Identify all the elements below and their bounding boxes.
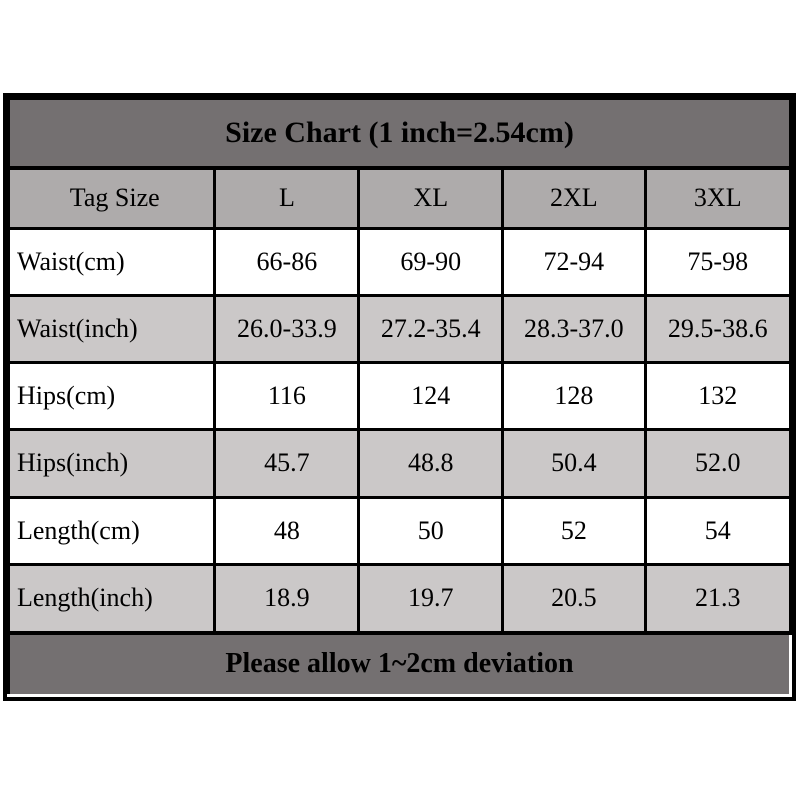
cell-hips-inch-xl: 48.8 <box>357 428 505 499</box>
cell-waist-inch-xl: 27.2-35.4 <box>357 293 505 365</box>
footer-row: Please allow 1~2cm deviation <box>7 630 792 697</box>
cell-hips-cm-l: 116 <box>213 360 361 432</box>
cell-waist-cm-l: 66-86 <box>213 226 361 297</box>
cell-hips-cm-xl: 124 <box>357 360 505 432</box>
cell-length-inch-l: 18.9 <box>213 562 361 635</box>
column-header-size-l: L <box>213 166 361 230</box>
cell-length-inch-2xl: 20.5 <box>501 562 647 635</box>
table-row-length-cm: Length(cm) 48 50 52 54 <box>6 495 793 566</box>
row-label-waist-cm: Waist(cm) <box>6 226 217 297</box>
cell-hips-inch-l: 45.7 <box>213 428 361 499</box>
cell-length-cm-l: 48 <box>213 495 361 566</box>
row-label-length-inch: Length(inch) <box>6 562 217 635</box>
column-header-size-2xl: 2XL <box>501 166 647 230</box>
cell-waist-inch-l: 26.0-33.9 <box>213 293 361 365</box>
cell-waist-cm-3xl: 75-98 <box>643 226 793 297</box>
size-chart-grid: Size Chart (1 inch=2.54cm) Tag Size L XL… <box>6 97 793 697</box>
title-row: Size Chart (1 inch=2.54cm) <box>7 97 792 170</box>
cell-length-inch-3xl: 21.3 <box>643 562 793 635</box>
row-label-hips-inch: Hips(inch) <box>6 428 217 499</box>
cell-hips-cm-3xl: 132 <box>643 360 793 432</box>
cell-hips-inch-3xl: 52.0 <box>643 428 793 499</box>
table-row-waist-cm: Waist(cm) 66-86 69-90 72-94 75-98 <box>6 226 793 297</box>
cell-hips-inch-2xl: 50.4 <box>501 428 647 499</box>
cell-waist-cm-2xl: 72-94 <box>501 226 647 297</box>
cell-waist-inch-3xl: 29.5-38.6 <box>643 293 793 365</box>
row-label-waist-inch: Waist(inch) <box>6 293 217 365</box>
column-header-size-3xl: 3XL <box>643 166 793 230</box>
cell-length-cm-3xl: 54 <box>643 495 793 566</box>
table-row-hips-inch: Hips(inch) 45.7 48.8 50.4 52.0 <box>6 428 793 499</box>
column-header-size-xl: XL <box>357 166 505 230</box>
cell-length-cm-xl: 50 <box>357 495 505 566</box>
column-header-tag-size: Tag Size <box>6 166 217 230</box>
size-chart-table: Size Chart (1 inch=2.54cm) Tag Size L XL… <box>3 93 796 701</box>
row-label-hips-cm: Hips(cm) <box>6 360 217 432</box>
row-label-length-cm: Length(cm) <box>6 495 217 566</box>
table-row-hips-cm: Hips(cm) 116 124 128 132 <box>6 360 793 432</box>
cell-length-inch-xl: 19.7 <box>357 562 505 635</box>
cell-hips-cm-2xl: 128 <box>501 360 647 432</box>
header-row: Tag Size L XL 2XL 3XL <box>6 166 793 230</box>
table-footer-note: Please allow 1~2cm deviation <box>7 630 792 697</box>
cell-waist-cm-xl: 69-90 <box>357 226 505 297</box>
table-row-length-inch: Length(inch) 18.9 19.7 20.5 21.3 <box>6 562 793 635</box>
cell-length-cm-2xl: 52 <box>501 495 647 566</box>
table-row-waist-inch: Waist(inch) 26.0-33.9 27.2-35.4 28.3-37.… <box>6 293 793 365</box>
cell-waist-inch-2xl: 28.3-37.0 <box>501 293 647 365</box>
table-title: Size Chart (1 inch=2.54cm) <box>7 97 792 170</box>
